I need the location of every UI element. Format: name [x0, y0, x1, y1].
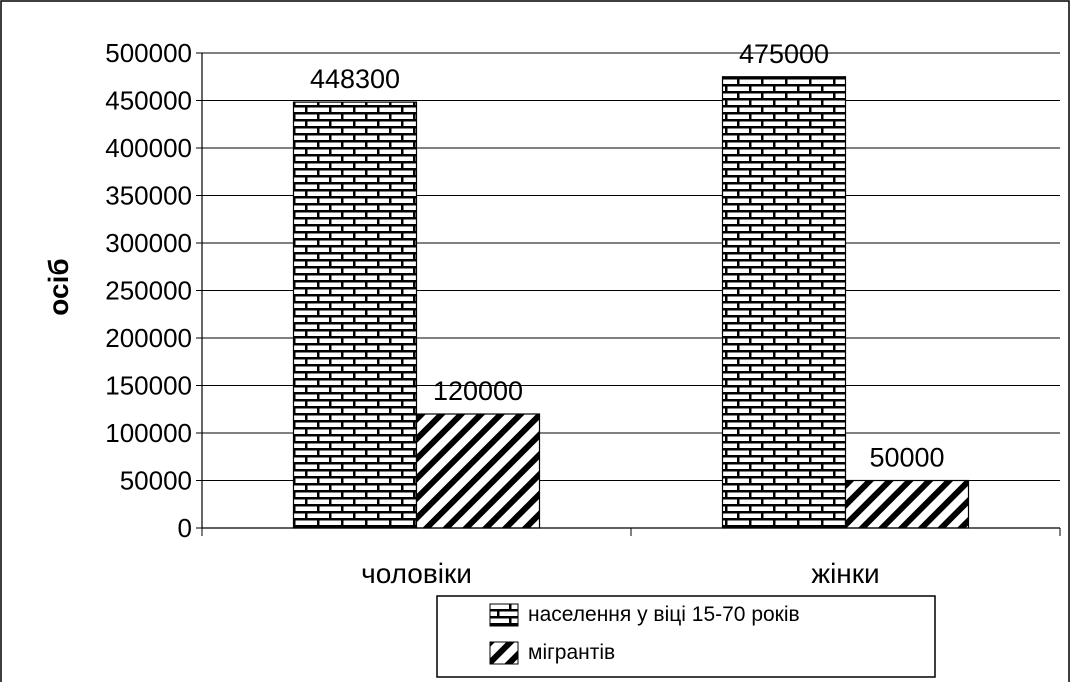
data-label: 120000 [433, 376, 523, 406]
data-label: 448300 [310, 64, 400, 94]
x-category-label: чоловіки [361, 558, 472, 589]
legend-swatch-brick [489, 603, 519, 627]
x-category-label: жінки [811, 558, 879, 589]
data-label: 475000 [739, 39, 829, 69]
y-tick-label: 350000 [105, 181, 192, 211]
y-tick-label: 300000 [105, 228, 192, 258]
y-tick-label: 100000 [105, 418, 192, 448]
y-tick-label: 200000 [105, 323, 192, 353]
y-tick-label: 150000 [105, 371, 192, 401]
y-tick-label: 250000 [105, 276, 192, 306]
bar [292, 101, 418, 529]
data-label: 50000 [869, 443, 944, 473]
bar [844, 479, 970, 529]
y-tick-label: 400000 [105, 133, 192, 163]
y-tick-label: 500000 [105, 38, 192, 68]
legend-swatch-hatch [489, 641, 519, 665]
y-tick-label: 50000 [120, 466, 192, 496]
bar [415, 413, 541, 529]
bar [721, 76, 847, 529]
legend-label-population: населення у віці 15-70 років [528, 603, 800, 626]
bars [292, 76, 970, 529]
y-tick-label: 450000 [105, 86, 192, 116]
y-tick-label: 0 [178, 513, 192, 543]
legend-label-migrants: мігрантів [528, 641, 615, 664]
legend: населення у віці 15-70 років мігрантів [436, 595, 936, 678]
legend-box [436, 595, 936, 678]
axes [196, 52, 1061, 536]
labels: 0 50000 100000 150000 200000 250000 300000 3500… [105, 38, 944, 589]
y-axis-label: осіб [43, 258, 74, 315]
